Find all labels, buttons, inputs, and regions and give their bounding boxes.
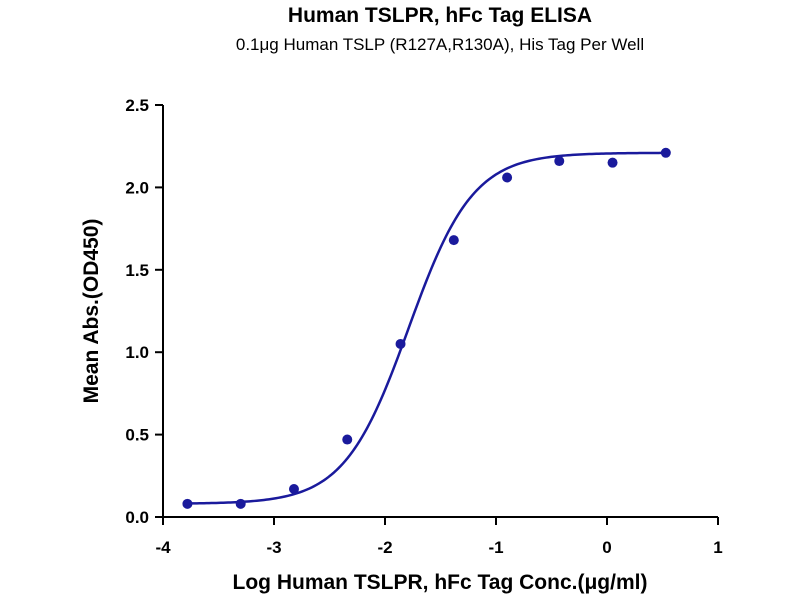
data-point <box>660 147 671 158</box>
y-tick-label: 2.0 <box>125 178 149 197</box>
x-tick-label: -3 <box>266 538 281 557</box>
x-tick-label: 0 <box>602 538 611 557</box>
chart-subtitle: 0.1μg Human TSLP (R127A,R130A), His Tag … <box>236 35 644 54</box>
y-axis-ticks: 0.0 0.5 1.0 1.5 2.0 2.5 <box>125 96 163 527</box>
y-tick-label: 1.5 <box>125 261 149 280</box>
y-tick-label: 0.5 <box>125 426 149 445</box>
x-tick-label: -4 <box>155 538 171 557</box>
x-tick-label: 1 <box>713 538 722 557</box>
data-point <box>342 434 353 445</box>
data-point <box>182 498 193 509</box>
chart-title: Human TSLPR, hFc Tag ELISA <box>288 4 592 27</box>
data-point <box>235 498 246 509</box>
x-tick-label: -2 <box>377 538 392 557</box>
y-tick-label: 2.5 <box>125 96 149 115</box>
data-point <box>502 172 513 183</box>
data-point <box>554 156 565 167</box>
data-point <box>288 483 299 494</box>
y-axis-label: Mean Abs.(OD450) <box>80 219 103 404</box>
y-tick-label: 1.0 <box>125 343 149 362</box>
data-point <box>395 338 406 349</box>
fit-curve <box>187 151 666 505</box>
x-tick-label: -1 <box>488 538 503 557</box>
data-point <box>448 235 459 246</box>
y-tick-label: 0.0 <box>125 508 149 527</box>
x-axis-ticks: -4 -3 -2 -1 0 1 <box>155 517 723 557</box>
x-axis-label: Log Human TSLPR, hFc Tag Conc.(μg/ml) <box>233 571 648 594</box>
data-point <box>607 157 618 168</box>
data-points <box>182 147 671 509</box>
